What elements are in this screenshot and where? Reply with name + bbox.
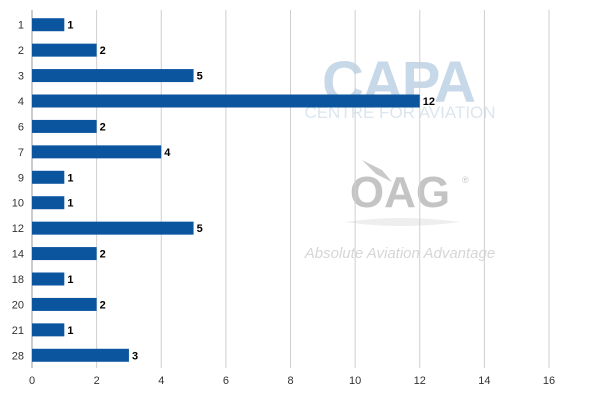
oag-tagline: Absolute Aviation Advantage bbox=[304, 245, 495, 262]
bars bbox=[32, 18, 420, 362]
registered-mark: ® bbox=[462, 175, 469, 185]
data-label: 5 bbox=[197, 71, 203, 83]
data-label: 1 bbox=[67, 198, 73, 210]
y-tick-label: 2 bbox=[18, 45, 24, 57]
data-label: 5 bbox=[197, 223, 203, 235]
y-tick-label: 1 bbox=[18, 20, 24, 32]
data-label: 1 bbox=[67, 172, 73, 184]
data-label: 1 bbox=[67, 325, 73, 337]
y-tick-label: 14 bbox=[12, 249, 24, 261]
x-tick-label: 14 bbox=[478, 375, 490, 387]
bar bbox=[32, 18, 65, 32]
watermark: CAPA CENTRE FOR AVIATION OAG ® Absolute … bbox=[304, 50, 496, 262]
y-tick-label: 6 bbox=[18, 121, 24, 133]
data-label: 1 bbox=[67, 274, 73, 286]
bar bbox=[32, 94, 420, 108]
x-tick-label: 0 bbox=[29, 375, 35, 387]
y-tick-label: 12 bbox=[12, 223, 24, 235]
oag-divider bbox=[345, 218, 460, 226]
capa-tagline: CENTRE FOR AVIATION bbox=[304, 103, 495, 122]
data-label: 2 bbox=[100, 45, 106, 57]
y-tick-label: 3 bbox=[18, 71, 24, 83]
y-tick-label: 20 bbox=[12, 299, 24, 311]
y-tick-label: 18 bbox=[12, 274, 24, 286]
data-label: 2 bbox=[100, 299, 106, 311]
oag-swoosh-icon bbox=[362, 160, 392, 182]
y-tick-label: 7 bbox=[18, 147, 24, 159]
x-tick-label: 6 bbox=[223, 375, 229, 387]
y-tick-label: 9 bbox=[18, 172, 24, 184]
data-label: 3 bbox=[132, 350, 138, 362]
data-label: 2 bbox=[100, 249, 106, 261]
bar bbox=[32, 170, 65, 184]
bar bbox=[32, 119, 97, 133]
oag-logo: OAG ® bbox=[345, 160, 469, 226]
y-tick-label: 28 bbox=[12, 350, 24, 362]
bar bbox=[32, 69, 194, 83]
x-tick-label: 8 bbox=[287, 375, 293, 387]
x-tick-label: 12 bbox=[414, 375, 426, 387]
bar bbox=[32, 297, 97, 311]
x-tick-label: 16 bbox=[543, 375, 555, 387]
bar bbox=[32, 221, 194, 235]
bar bbox=[32, 272, 65, 286]
data-label: 2 bbox=[100, 121, 106, 133]
data-label: 4 bbox=[164, 147, 171, 159]
x-tick-label: 10 bbox=[349, 375, 361, 387]
bar bbox=[32, 323, 65, 337]
gridlines bbox=[31, 10, 550, 368]
bar bbox=[32, 348, 129, 362]
bar bbox=[32, 196, 65, 210]
bar bbox=[32, 247, 97, 261]
bar bbox=[32, 145, 162, 159]
bar bbox=[32, 43, 97, 57]
oag-logo-text: OAG bbox=[350, 168, 450, 217]
x-tick-label: 4 bbox=[158, 375, 164, 387]
y-tick-label: 10 bbox=[12, 198, 24, 210]
value-axis-labels: 0 2 4 6 8 10 12 14 16 bbox=[29, 375, 555, 387]
x-tick-label: 2 bbox=[94, 375, 100, 387]
data-label: 12 bbox=[423, 96, 435, 108]
y-tick-label: 21 bbox=[12, 325, 24, 337]
data-label: 1 bbox=[67, 20, 73, 32]
y-tick-label: 4 bbox=[18, 96, 24, 108]
